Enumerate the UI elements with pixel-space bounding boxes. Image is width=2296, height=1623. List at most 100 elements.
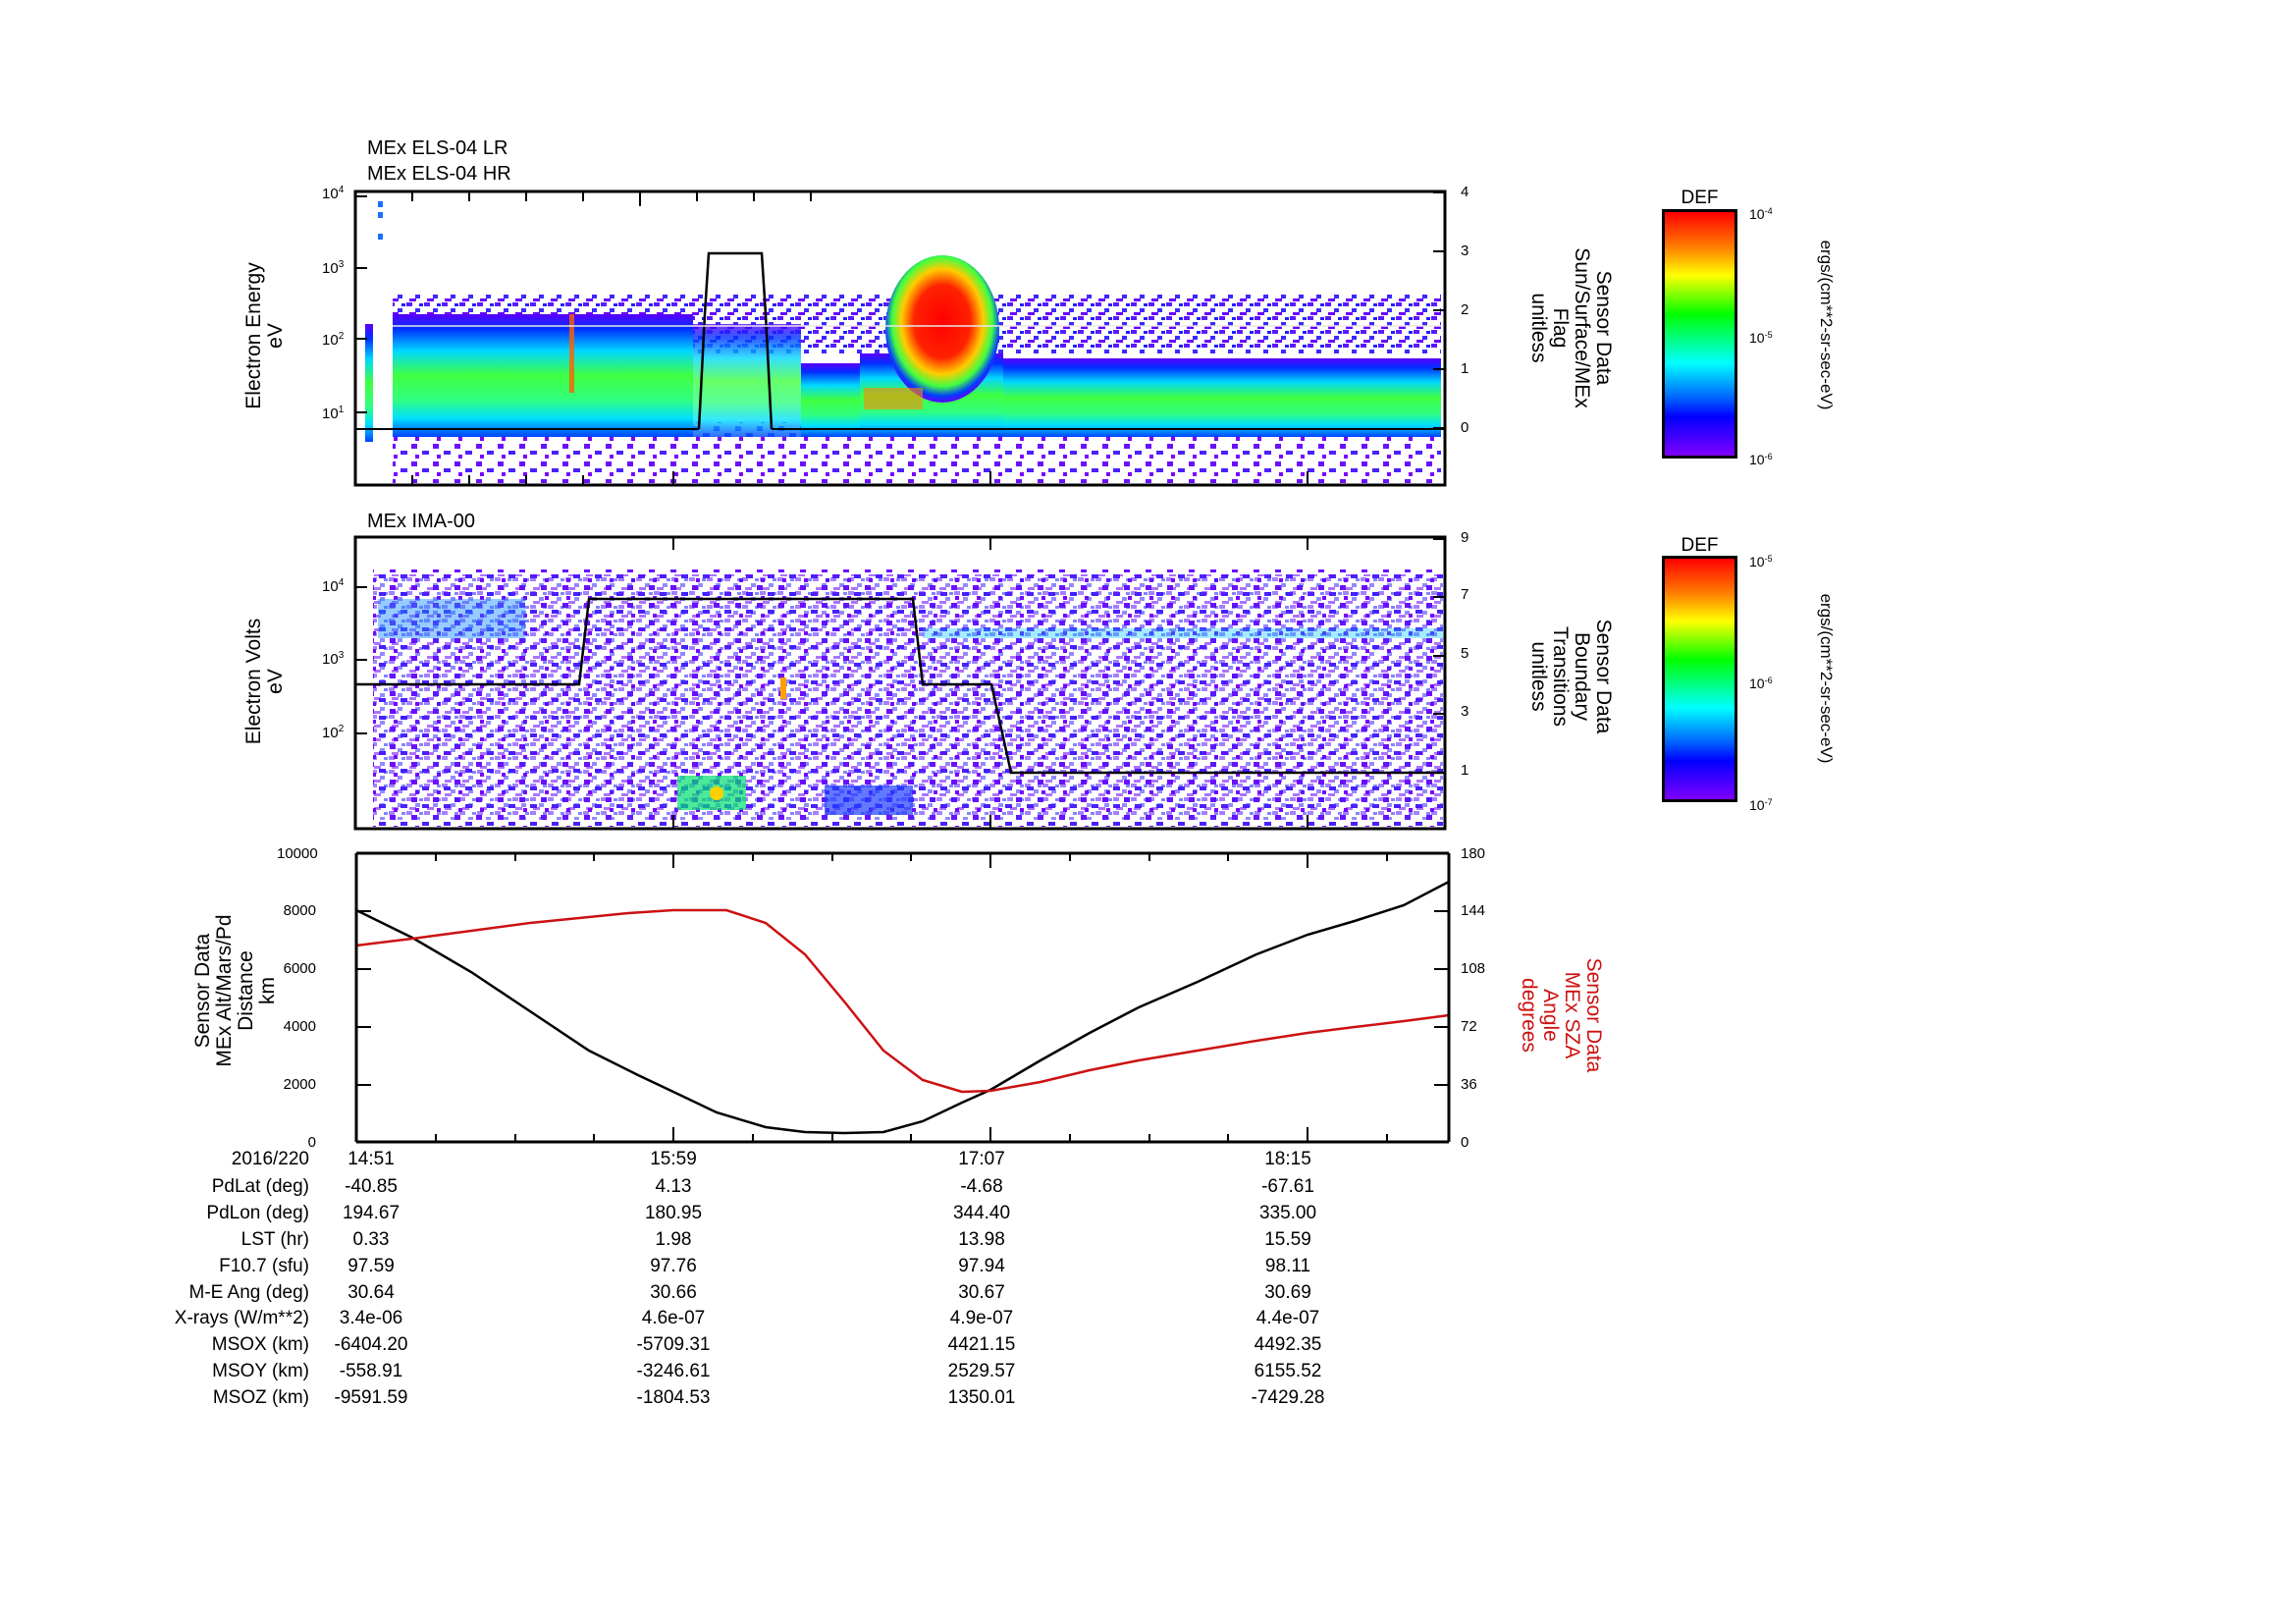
bot-ytick-6000: 6000 bbox=[283, 960, 316, 977]
row-value: 15.59 bbox=[1264, 1229, 1311, 1250]
time-label-3: 18:15 bbox=[1264, 1149, 1311, 1169]
bot-ytick-10000: 10000 bbox=[277, 845, 318, 862]
top-cb-tick-max: 10-4 bbox=[1749, 206, 1773, 222]
mid-rtick-3: 3 bbox=[1461, 703, 1469, 720]
time-label-2: 17:07 bbox=[958, 1149, 1005, 1169]
top-colorbar bbox=[1662, 209, 1737, 459]
row-value: 4492.35 bbox=[1254, 1334, 1322, 1355]
top-ytick-1e1: 101 bbox=[322, 405, 345, 422]
row-value: 98.11 bbox=[1264, 1256, 1311, 1276]
bot-rtick-108: 108 bbox=[1461, 960, 1486, 977]
top-rtick-0: 0 bbox=[1461, 419, 1469, 436]
mid-rtick-5: 5 bbox=[1461, 645, 1469, 662]
row-value: -558.91 bbox=[339, 1361, 403, 1381]
row-value: -5709.31 bbox=[636, 1334, 711, 1355]
mid-cb-tick-min: 10-7 bbox=[1749, 797, 1773, 813]
row-value: 4.9e-07 bbox=[949, 1308, 1014, 1328]
top-colorbar-title: DEF bbox=[1681, 188, 1719, 208]
bottom-panel-lines bbox=[355, 880, 1450, 1135]
row-value: -3246.61 bbox=[636, 1361, 711, 1381]
top-ytick-1e2: 102 bbox=[322, 331, 345, 349]
top-ytick-1e4: 104 bbox=[322, 185, 345, 202]
mid-cb-tick-max: 10-5 bbox=[1749, 554, 1773, 569]
row-value: 335.00 bbox=[1258, 1203, 1317, 1223]
row-label-pdlon: PdLon (deg) bbox=[206, 1203, 309, 1223]
row-value: 1350.01 bbox=[947, 1387, 1016, 1408]
row-value: 1.98 bbox=[655, 1229, 692, 1250]
ephemeris-date-label: 2016/220 bbox=[231, 1149, 309, 1169]
row-value: -67.61 bbox=[1261, 1176, 1314, 1197]
bottom-panel-axes bbox=[354, 851, 1451, 1144]
row-value: 30.64 bbox=[347, 1282, 395, 1303]
row-value: -40.85 bbox=[345, 1176, 398, 1197]
top-ytick-1e3: 103 bbox=[322, 259, 345, 277]
row-label-me-ang: M-E Ang (deg) bbox=[188, 1282, 310, 1303]
row-value: 97.59 bbox=[347, 1256, 395, 1276]
top-panel-title-2: MEx ELS-04 HR bbox=[367, 163, 511, 185]
mid-ytick-1e3: 103 bbox=[322, 650, 345, 668]
row-value: -4.68 bbox=[960, 1176, 1003, 1197]
time-label-0: 14:51 bbox=[347, 1149, 395, 1169]
altitude-line bbox=[355, 880, 1450, 1135]
row-value: 180.95 bbox=[644, 1203, 703, 1223]
row-label-msoy: MSOY (km) bbox=[212, 1361, 309, 1381]
time-label-1: 15:59 bbox=[650, 1149, 697, 1169]
row-value: 97.76 bbox=[650, 1256, 697, 1276]
row-value: 13.98 bbox=[958, 1229, 1005, 1250]
row-value: 0.33 bbox=[352, 1229, 390, 1250]
row-value: 4.6e-07 bbox=[641, 1308, 706, 1328]
mid-rtick-7: 7 bbox=[1461, 586, 1469, 603]
row-value: 344.40 bbox=[952, 1203, 1011, 1223]
bot-rtick-0: 0 bbox=[1461, 1134, 1469, 1151]
top-rtick-1: 1 bbox=[1461, 360, 1469, 377]
bot-rtick-72: 72 bbox=[1461, 1018, 1477, 1035]
top-panel-axes bbox=[353, 189, 1447, 487]
middle-panel-title: MEx IMA-00 bbox=[367, 511, 476, 532]
top-rtick-2: 2 bbox=[1461, 301, 1469, 318]
top-rtick-4: 4 bbox=[1461, 184, 1469, 200]
row-label-lst: LST (hr) bbox=[240, 1229, 309, 1250]
bot-ytick-4000: 4000 bbox=[283, 1018, 316, 1035]
row-value: -7429.28 bbox=[1251, 1387, 1325, 1408]
mid-cb-tick-mid: 10-6 bbox=[1749, 676, 1773, 691]
row-value: 2529.57 bbox=[947, 1361, 1016, 1381]
bot-ytick-0: 0 bbox=[307, 1134, 316, 1151]
bot-ytick-8000: 8000 bbox=[283, 902, 316, 919]
middle-colorbar-title: DEF bbox=[1681, 535, 1719, 556]
mid-rtick-9: 9 bbox=[1461, 529, 1469, 546]
row-label-msox: MSOX (km) bbox=[211, 1334, 309, 1355]
row-value: 4.13 bbox=[655, 1176, 692, 1197]
row-label-msoz: MSOZ (km) bbox=[212, 1387, 309, 1408]
bot-rtick-180: 180 bbox=[1461, 845, 1486, 862]
row-value: 4421.15 bbox=[947, 1334, 1016, 1355]
row-value: -6404.20 bbox=[334, 1334, 408, 1355]
bot-rtick-36: 36 bbox=[1461, 1076, 1477, 1093]
top-cb-tick-mid: 10-5 bbox=[1749, 330, 1773, 346]
mid-ytick-1e4: 104 bbox=[322, 577, 345, 595]
row-value: 4.4e-07 bbox=[1255, 1308, 1320, 1328]
middle-panel-axes bbox=[353, 535, 1447, 831]
row-value: 6155.52 bbox=[1254, 1361, 1322, 1381]
middle-colorbar bbox=[1662, 556, 1737, 802]
row-value: -1804.53 bbox=[636, 1387, 711, 1408]
sza-line bbox=[355, 908, 1450, 1094]
mid-ytick-1e2: 102 bbox=[322, 724, 345, 741]
row-value: 97.94 bbox=[958, 1256, 1005, 1276]
row-value: 30.67 bbox=[958, 1282, 1005, 1303]
row-value: 194.67 bbox=[342, 1203, 400, 1223]
row-label-xrays: X-rays (W/m**2) bbox=[174, 1308, 309, 1328]
row-value: 30.66 bbox=[650, 1282, 697, 1303]
top-cb-tick-min: 10-6 bbox=[1749, 452, 1773, 467]
top-rtick-3: 3 bbox=[1461, 243, 1469, 259]
mid-rtick-1: 1 bbox=[1461, 762, 1469, 779]
row-label-f107: F10.7 (sfu) bbox=[219, 1256, 309, 1276]
top-panel-title-1: MEx ELS-04 LR bbox=[367, 137, 508, 159]
row-value: 3.4e-06 bbox=[339, 1308, 403, 1328]
middle-spectrogram bbox=[355, 569, 1445, 827]
bot-ytick-2000: 2000 bbox=[283, 1076, 316, 1093]
bot-rtick-144: 144 bbox=[1461, 902, 1486, 919]
row-value: -9591.59 bbox=[334, 1387, 408, 1408]
row-value: 30.69 bbox=[1264, 1282, 1311, 1303]
top-spectrogram bbox=[355, 201, 1445, 483]
